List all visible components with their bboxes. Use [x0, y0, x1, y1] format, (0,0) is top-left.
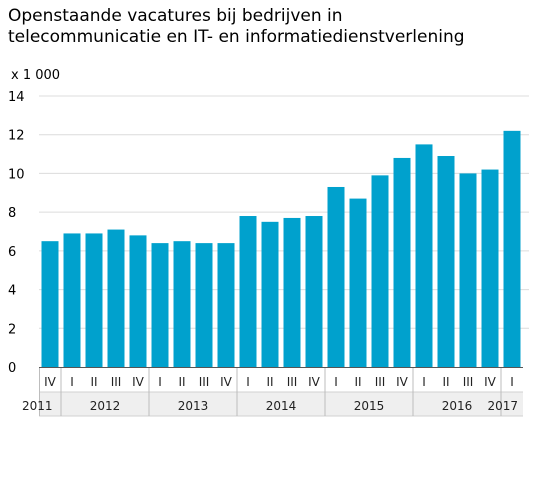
- bar: [481, 169, 499, 367]
- bar: [151, 243, 169, 367]
- x-tick-label: IV: [220, 375, 233, 389]
- year-label: 2012: [90, 399, 121, 413]
- bar: [415, 144, 433, 367]
- x-tick-label: II: [354, 375, 361, 389]
- x-tick-label: I: [158, 375, 162, 389]
- bar: [503, 130, 521, 367]
- year-label: 2014: [266, 399, 297, 413]
- bar: [63, 233, 81, 367]
- year-label: 2015: [354, 399, 385, 413]
- bar: [349, 198, 367, 367]
- year-label: 2016: [442, 399, 473, 413]
- bar: [437, 156, 455, 367]
- quarter-row-bg: [39, 368, 523, 392]
- bar: [41, 241, 59, 367]
- y-tick-label: 10: [8, 167, 25, 182]
- x-tick-label: I: [70, 375, 74, 389]
- unit-label: x 1 000: [11, 68, 61, 83]
- x-tick-label: I: [334, 375, 338, 389]
- x-tick-label: IV: [396, 375, 409, 389]
- x-tick-label: III: [111, 375, 122, 389]
- bar: [371, 175, 389, 367]
- y-tick-label: 8: [8, 206, 16, 221]
- year-label: 2013: [178, 399, 209, 413]
- x-tick-label: II: [266, 375, 273, 389]
- bar: [393, 157, 411, 367]
- bar: [173, 241, 191, 367]
- x-tick-label: I: [510, 375, 514, 389]
- x-tick-label: IV: [132, 375, 145, 389]
- bar: [217, 243, 235, 367]
- bar: [107, 229, 125, 367]
- year-row-bg: [39, 392, 523, 416]
- bar: [239, 216, 257, 367]
- x-tick-label: II: [90, 375, 97, 389]
- x-tick-label: I: [422, 375, 426, 389]
- y-tick-label: 0: [8, 361, 16, 376]
- x-tick-label: III: [199, 375, 210, 389]
- x-tick-label: III: [463, 375, 474, 389]
- x-tick-label: II: [178, 375, 185, 389]
- x-tick-label: II: [442, 375, 449, 389]
- y-tick-label: 6: [8, 245, 16, 260]
- bar: [283, 217, 301, 367]
- bar: [327, 186, 345, 367]
- y-tick-label: 2: [8, 322, 16, 337]
- bar: [459, 173, 477, 367]
- x-tick-label: III: [287, 375, 298, 389]
- bar: [129, 235, 147, 367]
- bar: [305, 216, 323, 367]
- x-tick-label: IV: [44, 375, 57, 389]
- bar: [85, 233, 103, 367]
- x-tick-label: I: [246, 375, 250, 389]
- y-tick-label: 14: [8, 90, 25, 105]
- year-label: 2017: [487, 399, 518, 413]
- x-tick-label: III: [375, 375, 386, 389]
- x-tick-label: IV: [484, 375, 497, 389]
- y-tick-label: 12: [8, 129, 25, 144]
- bar: [261, 221, 279, 367]
- chart-title-line-1: Openstaande vacatures bij bedrijven in: [8, 6, 343, 26]
- chart-title-line-2: telecommunicatie en IT- en informatiedie…: [8, 27, 465, 47]
- bar: [195, 243, 213, 367]
- y-tick-label: 4: [8, 284, 16, 299]
- year-label: 2011: [22, 399, 53, 413]
- x-tick-label: IV: [308, 375, 321, 389]
- chart-title: Openstaande vacatures bij bedrijven in t…: [8, 6, 528, 48]
